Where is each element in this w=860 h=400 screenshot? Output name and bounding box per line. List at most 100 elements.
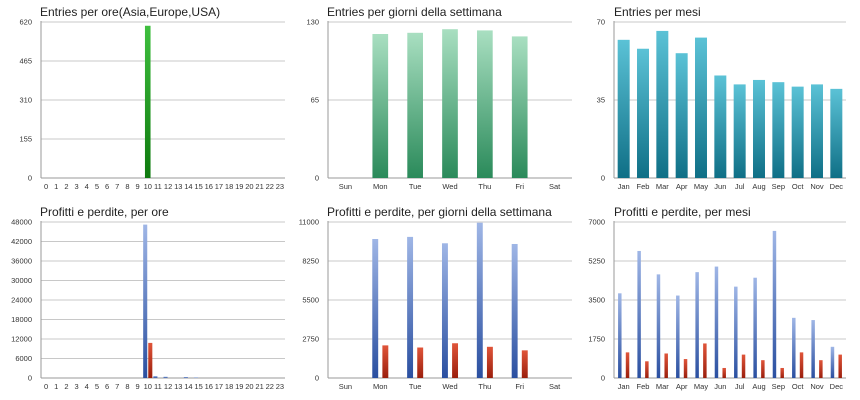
x-tick-label: 13: [174, 382, 182, 391]
bar-Wed-series-2: [452, 343, 459, 378]
x-tick-label: 23: [276, 182, 284, 191]
x-tick-label: Sep: [772, 182, 785, 191]
bar-Tue: [407, 32, 423, 178]
bar-Jun-series-2: [722, 367, 726, 378]
bar-Apr: [675, 53, 688, 179]
chart-title: Entries per ore(Asia,Europe,USA): [40, 5, 221, 19]
x-tick-label: 8: [125, 382, 129, 391]
bar-14-series-1: [183, 377, 188, 378]
bar-Jul: [733, 84, 746, 178]
x-tick-label: 5: [95, 182, 99, 191]
bar-Nov-series-2: [819, 360, 823, 378]
bar-Oct-series-1: [792, 317, 796, 378]
profits-per-hour-panel: Profitti e perdite, per ore 0 6000 12000 18…: [0, 200, 290, 400]
entries-per-month-chart: 0 35 70 Jan Feb Mar Apr May Jun Jul Aug Sep Oct Nov De…: [597, 18, 846, 191]
y-tick-label: 0: [601, 174, 605, 183]
bar-Aug-series-1: [753, 277, 757, 378]
x-tick-label: 4: [85, 382, 89, 391]
x-tick-label: Jun: [714, 382, 726, 391]
x-tick-label: 9: [135, 382, 139, 391]
profits-per-month-chart: 0 1750 3500 5250 7000 Jan Feb Mar Apr May Jun Jul Au…: [588, 218, 846, 391]
x-tick-label: 17: [215, 182, 223, 191]
x-tick-label: Sun: [339, 382, 352, 391]
y-tick-label: 48000: [11, 218, 32, 227]
bar-Nov-series-1: [811, 320, 815, 378]
x-tick-label: 23: [276, 382, 284, 391]
x-tick-label: 12: [164, 382, 172, 391]
x-tick-label: Mar: [656, 182, 669, 191]
x-tick-label: 17: [215, 382, 223, 391]
x-tick-label: 10: [144, 382, 152, 391]
y-tick-label: 30000: [11, 276, 32, 285]
chart-title: Profitti e perdite, per ore: [40, 205, 169, 219]
y-tick-label: 7000: [588, 218, 605, 227]
x-tick-label: 21: [255, 182, 263, 191]
x-tick-label: 2: [64, 382, 68, 391]
bar-Fri: [511, 36, 528, 179]
bar-Apr-series-2: [683, 359, 688, 378]
bar-Tue-series-1: [407, 236, 414, 378]
entries-per-hour-panel: Entries per ore(Asia,Europe,USA) 0 155 310…: [0, 0, 290, 200]
x-tick-label: Aug: [752, 382, 765, 391]
bar-10: [144, 25, 151, 178]
x-tick-label: 2: [64, 182, 68, 191]
entries-per-weekday-panel: Entries per giorni della settimana 0 65 13…: [288, 0, 578, 200]
profits-per-weekday-chart: 0 2750 5500 8250 11000 Sun Mon Tue Wed Thu Fri Sat: [299, 218, 572, 391]
bar-Thu-series-2: [486, 346, 493, 378]
x-tick-label: 11: [154, 182, 162, 191]
x-tick-label: Jan: [618, 382, 630, 391]
bar-Mon-series-1: [372, 239, 379, 378]
x-tick-label: Dec: [830, 382, 844, 391]
x-tick-label: Fri: [515, 182, 524, 191]
bar-Nov: [811, 84, 823, 178]
x-tick-label: 11: [154, 382, 162, 391]
x-tick-label: Jul: [735, 382, 745, 391]
bar-Apr-series-1: [676, 295, 680, 378]
x-tick-label: 13: [174, 182, 182, 191]
y-tick-label: 70: [597, 18, 605, 27]
x-tick-label: 9: [135, 182, 139, 191]
x-tick-label: Sat: [549, 182, 561, 191]
y-tick-label: 620: [19, 18, 32, 27]
bar-Fri-series-2: [521, 350, 528, 378]
bar-10-series-2: [148, 342, 153, 378]
x-tick-label: 7: [115, 382, 119, 391]
bar-Thu-series-1: [476, 222, 483, 378]
bar-Aug: [753, 79, 765, 178]
bar-Mon: [372, 34, 389, 178]
bar-Feb-series-1: [637, 250, 641, 378]
bar-May-series-1: [695, 272, 699, 378]
bar-Jan: [617, 39, 630, 179]
bar-Feb-series-2: [645, 361, 649, 378]
x-tick-label: Wed: [442, 182, 457, 191]
bar-Oct-series-2: [799, 352, 804, 378]
x-tick-label: 16: [205, 382, 213, 391]
y-tick-label: 35: [597, 96, 605, 105]
y-tick-label: 12000: [11, 335, 32, 344]
x-tick-label: Tue: [409, 182, 422, 191]
y-tick-label: 5500: [302, 296, 319, 305]
x-tick-label: 14: [184, 382, 192, 391]
x-tick-label: 5: [95, 382, 99, 391]
bar-Oct: [791, 86, 804, 178]
x-tick-label: 19: [235, 182, 243, 191]
bar-Feb: [637, 48, 649, 178]
x-tick-label: 6: [105, 182, 109, 191]
bar-Jul-series-1: [734, 286, 738, 378]
x-tick-label: 14: [184, 182, 192, 191]
bar-Jun-series-1: [714, 266, 719, 378]
x-tick-label: Feb: [637, 382, 650, 391]
x-tick-label: Thu: [478, 382, 491, 391]
bar-Dec: [830, 88, 843, 178]
y-tick-label: 36000: [11, 257, 32, 266]
chart-title: Entries per giorni della settimana: [327, 5, 502, 19]
y-tick-label: 3500: [588, 296, 605, 305]
x-tick-label: Fri: [515, 382, 524, 391]
bar-May: [695, 37, 707, 178]
y-tick-label: 24000: [11, 296, 32, 305]
x-tick-label: 16: [205, 182, 213, 191]
x-tick-label: Wed: [442, 382, 457, 391]
x-tick-label: Aug: [752, 182, 765, 191]
x-tick-label: Apr: [676, 182, 688, 191]
